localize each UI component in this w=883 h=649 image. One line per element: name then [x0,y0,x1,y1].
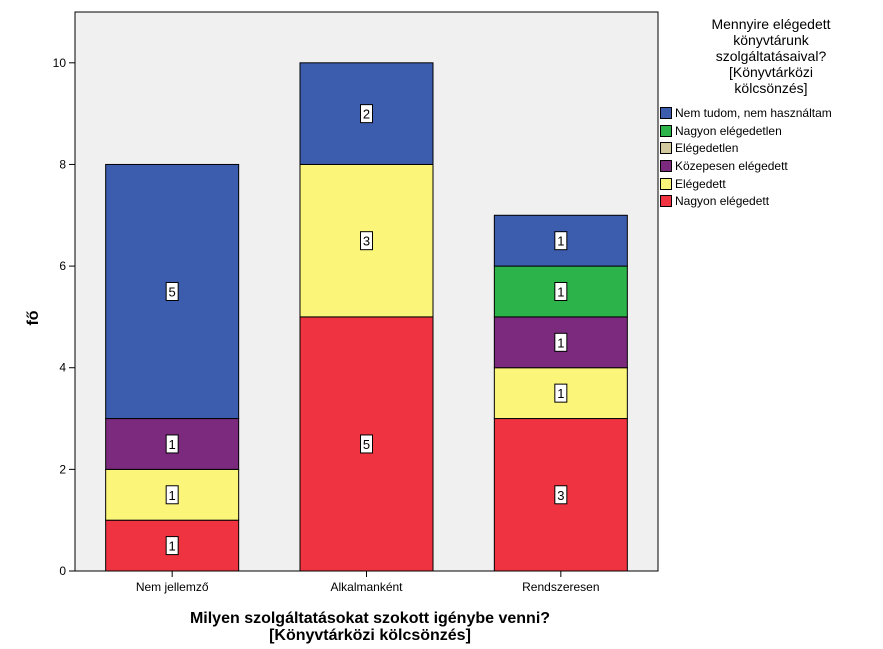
legend-item: Nagyon elégedetlen [660,122,882,140]
bars: 1 1 1 5 5 3 2 3 1 1 1 1 [105,62,628,572]
x-tick-label: Alkalmanként [330,580,403,594]
data-label: 5 [363,437,370,452]
data-label-box [360,434,373,454]
y-axis-label: fő [25,310,42,326]
y-tick-label: 2 [59,462,66,476]
y-tick-label: 10 [53,56,67,70]
data-label: 5 [169,285,176,300]
y-tick-label: 4 [59,361,66,375]
data-label-box [554,332,568,352]
data-label-box [554,231,568,251]
y-tick-label: 8 [59,157,66,171]
legend-title: Mennyire elégedett könyvtárunk szolgálta… [711,16,831,96]
data-label: 1 [557,335,564,350]
data-label: 1 [169,437,176,452]
legend-swatch [660,142,672,155]
data-label: 1 [557,234,564,249]
legend-item: Nagyon elégedett [660,192,882,210]
legend-label: Nagyon elégedett [675,194,770,209]
y-tick-label: 6 [59,259,66,273]
legend-item: Elégedetlen [660,139,882,157]
legend-label: Közepesen elégedett [675,158,788,173]
data-label-box [165,282,179,301]
data-label-box [554,485,568,505]
data-label: 3 [557,488,564,503]
legend-item: Elégedett [660,175,882,193]
data-label: 1 [557,386,564,401]
data-label: 3 [363,234,370,249]
legend-label: Elégedetlen [675,141,739,156]
legend-items: Nem tudom, nem használtam Nagyon elégedet… [660,104,882,210]
x-axis-label: Milyen szolgáltatásokat szokott igénybe … [189,610,551,644]
legend-swatch [660,106,672,119]
y-tick-label: 0 [59,564,66,578]
data-label-box [165,434,179,454]
legend-label: Nagyon elégedetlen [675,123,782,138]
data-label-box [360,104,373,124]
data-label-box [165,536,179,556]
data-label-box [165,485,179,505]
data-label-box [554,282,568,301]
x-axis: Nem jellemző Alkalmanként Rendszeresen [136,571,600,594]
legend-label: Elégedett [675,176,726,191]
data-label: 2 [363,107,370,122]
legend-swatch [660,124,672,137]
y-axis: 0 2 4 6 8 10 [53,56,75,578]
data-label: 1 [169,539,176,554]
data-label-box [554,383,568,403]
data-label-box [360,231,373,251]
data-label: 1 [557,285,564,300]
legend-swatch [660,195,672,208]
legend: Mennyire elégedett könyvtárunk szolgálta… [660,16,882,210]
legend-item: Közepesen elégedett [660,157,882,175]
legend-swatch [660,159,672,172]
legend-label: Nem tudom, nem használtam [675,105,832,120]
x-tick-label: Rendszeresen [522,580,599,594]
legend-swatch [660,177,672,190]
legend-item: Nem tudom, nem használtam [660,104,882,122]
x-tick-label: Nem jellemző [136,580,209,594]
data-label: 1 [169,488,176,503]
